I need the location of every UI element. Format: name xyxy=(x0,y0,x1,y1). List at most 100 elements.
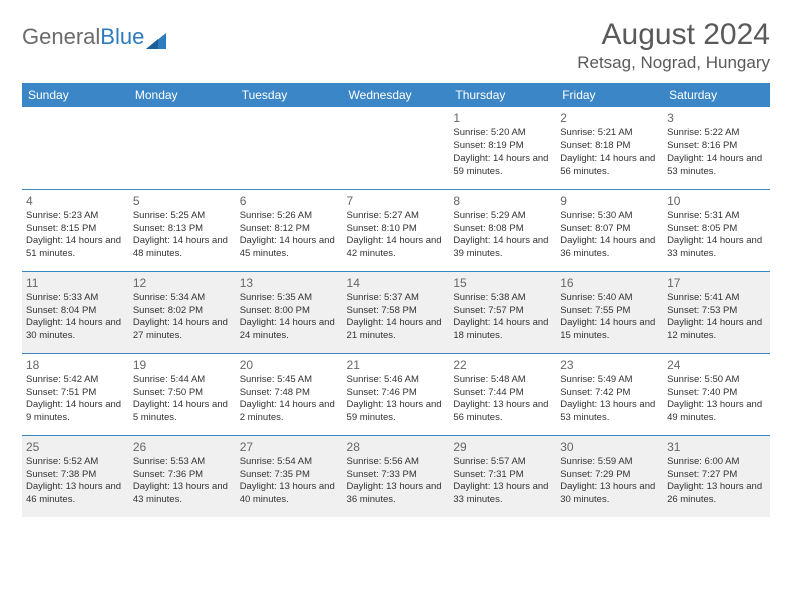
day-number: 16 xyxy=(560,275,659,291)
day-number: 14 xyxy=(347,275,446,291)
sunrise-line: Sunrise: 5:41 AM xyxy=(667,292,766,305)
day-number: 25 xyxy=(26,439,125,455)
calendar-day-cell: 30Sunrise: 5:59 AMSunset: 7:29 PMDayligh… xyxy=(556,435,663,517)
sunset-line: Sunset: 7:36 PM xyxy=(133,469,232,482)
calendar-day-cell: 5Sunrise: 5:25 AMSunset: 8:13 PMDaylight… xyxy=(129,189,236,271)
daylight-line: Daylight: 14 hours and 36 minutes. xyxy=(560,235,659,261)
daylight-line: Daylight: 14 hours and 53 minutes. xyxy=(667,153,766,179)
calendar-day-cell: 1Sunrise: 5:20 AMSunset: 8:19 PMDaylight… xyxy=(449,107,556,189)
daylight-line: Daylight: 14 hours and 12 minutes. xyxy=(667,317,766,343)
day-number: 7 xyxy=(347,193,446,209)
calendar-week-row: 11Sunrise: 5:33 AMSunset: 8:04 PMDayligh… xyxy=(22,271,770,353)
sunset-line: Sunset: 8:07 PM xyxy=(560,223,659,236)
sunrise-line: Sunrise: 5:31 AM xyxy=(667,210,766,223)
weekday-header: Sunday xyxy=(22,83,129,107)
month-title: August 2024 xyxy=(577,18,770,51)
sunrise-line: Sunrise: 5:45 AM xyxy=(240,374,339,387)
calendar-day-cell: 21Sunrise: 5:46 AMSunset: 7:46 PMDayligh… xyxy=(343,353,450,435)
calendar-week-row: 1Sunrise: 5:20 AMSunset: 8:19 PMDaylight… xyxy=(22,107,770,189)
daylight-line: Daylight: 14 hours and 24 minutes. xyxy=(240,317,339,343)
daylight-line: Daylight: 14 hours and 5 minutes. xyxy=(133,399,232,425)
daylight-line: Daylight: 14 hours and 18 minutes. xyxy=(453,317,552,343)
calendar-day-cell: 3Sunrise: 5:22 AMSunset: 8:16 PMDaylight… xyxy=(663,107,770,189)
daylight-line: Daylight: 14 hours and 51 minutes. xyxy=(26,235,125,261)
sunset-line: Sunset: 7:48 PM xyxy=(240,387,339,400)
sunrise-line: Sunrise: 5:49 AM xyxy=(560,374,659,387)
sunset-line: Sunset: 8:19 PM xyxy=(453,140,552,153)
sunset-line: Sunset: 7:57 PM xyxy=(453,305,552,318)
logo-sail-icon xyxy=(146,29,166,45)
day-number: 17 xyxy=(667,275,766,291)
sunset-line: Sunset: 7:46 PM xyxy=(347,387,446,400)
calendar-day-cell: 17Sunrise: 5:41 AMSunset: 7:53 PMDayligh… xyxy=(663,271,770,353)
logo-text-blue: Blue xyxy=(100,24,144,50)
calendar-day-cell: 10Sunrise: 5:31 AMSunset: 8:05 PMDayligh… xyxy=(663,189,770,271)
daylight-line: Daylight: 13 hours and 53 minutes. xyxy=(560,399,659,425)
sunrise-line: Sunrise: 5:26 AM xyxy=(240,210,339,223)
sunset-line: Sunset: 7:27 PM xyxy=(667,469,766,482)
calendar-page: GeneralBlue August 2024 Retsag, Nograd, … xyxy=(0,0,792,535)
sunset-line: Sunset: 8:16 PM xyxy=(667,140,766,153)
day-number: 29 xyxy=(453,439,552,455)
sunset-line: Sunset: 7:29 PM xyxy=(560,469,659,482)
daylight-line: Daylight: 13 hours and 43 minutes. xyxy=(133,481,232,507)
sunrise-line: Sunrise: 5:42 AM xyxy=(26,374,125,387)
sunrise-line: Sunrise: 5:23 AM xyxy=(26,210,125,223)
day-number: 5 xyxy=(133,193,232,209)
sunrise-line: Sunrise: 5:59 AM xyxy=(560,456,659,469)
daylight-line: Daylight: 13 hours and 56 minutes. xyxy=(453,399,552,425)
calendar-day-cell: 27Sunrise: 5:54 AMSunset: 7:35 PMDayligh… xyxy=(236,435,343,517)
calendar-day-cell: 13Sunrise: 5:35 AMSunset: 8:00 PMDayligh… xyxy=(236,271,343,353)
sunset-line: Sunset: 7:50 PM xyxy=(133,387,232,400)
sunset-line: Sunset: 7:33 PM xyxy=(347,469,446,482)
sunrise-line: Sunrise: 5:27 AM xyxy=(347,210,446,223)
day-number: 12 xyxy=(133,275,232,291)
weekday-header: Thursday xyxy=(449,83,556,107)
daylight-line: Daylight: 13 hours and 30 minutes. xyxy=(560,481,659,507)
day-number: 9 xyxy=(560,193,659,209)
calendar-day-cell: 24Sunrise: 5:50 AMSunset: 7:40 PMDayligh… xyxy=(663,353,770,435)
calendar-week-row: 25Sunrise: 5:52 AMSunset: 7:38 PMDayligh… xyxy=(22,435,770,517)
header: GeneralBlue August 2024 Retsag, Nograd, … xyxy=(22,18,770,73)
day-number: 24 xyxy=(667,357,766,373)
calendar-day-cell: 29Sunrise: 5:57 AMSunset: 7:31 PMDayligh… xyxy=(449,435,556,517)
daylight-line: Daylight: 13 hours and 33 minutes. xyxy=(453,481,552,507)
title-block: August 2024 Retsag, Nograd, Hungary xyxy=(577,18,770,73)
sunset-line: Sunset: 8:15 PM xyxy=(26,223,125,236)
calendar-day-cell xyxy=(343,107,450,189)
sunset-line: Sunset: 7:55 PM xyxy=(560,305,659,318)
daylight-line: Daylight: 13 hours and 40 minutes. xyxy=(240,481,339,507)
day-number: 6 xyxy=(240,193,339,209)
sunrise-line: Sunrise: 5:48 AM xyxy=(453,374,552,387)
sunrise-line: Sunrise: 5:35 AM xyxy=(240,292,339,305)
weekday-header: Monday xyxy=(129,83,236,107)
sunrise-line: Sunrise: 6:00 AM xyxy=(667,456,766,469)
daylight-line: Daylight: 13 hours and 49 minutes. xyxy=(667,399,766,425)
daylight-line: Daylight: 14 hours and 45 minutes. xyxy=(240,235,339,261)
calendar-day-cell: 12Sunrise: 5:34 AMSunset: 8:02 PMDayligh… xyxy=(129,271,236,353)
logo-text-gray: General xyxy=(22,24,100,50)
calendar-body: 1Sunrise: 5:20 AMSunset: 8:19 PMDaylight… xyxy=(22,107,770,517)
calendar-day-cell: 2Sunrise: 5:21 AMSunset: 8:18 PMDaylight… xyxy=(556,107,663,189)
sunrise-line: Sunrise: 5:25 AM xyxy=(133,210,232,223)
calendar-day-cell xyxy=(22,107,129,189)
day-number: 26 xyxy=(133,439,232,455)
daylight-line: Daylight: 14 hours and 9 minutes. xyxy=(26,399,125,425)
sunrise-line: Sunrise: 5:57 AM xyxy=(453,456,552,469)
sunset-line: Sunset: 8:04 PM xyxy=(26,305,125,318)
sunrise-line: Sunrise: 5:46 AM xyxy=(347,374,446,387)
calendar-day-cell: 20Sunrise: 5:45 AMSunset: 7:48 PMDayligh… xyxy=(236,353,343,435)
daylight-line: Daylight: 14 hours and 42 minutes. xyxy=(347,235,446,261)
sunrise-line: Sunrise: 5:52 AM xyxy=(26,456,125,469)
sunrise-line: Sunrise: 5:34 AM xyxy=(133,292,232,305)
sunset-line: Sunset: 8:10 PM xyxy=(347,223,446,236)
sunset-line: Sunset: 8:05 PM xyxy=(667,223,766,236)
sunset-line: Sunset: 8:02 PM xyxy=(133,305,232,318)
calendar-day-cell: 19Sunrise: 5:44 AMSunset: 7:50 PMDayligh… xyxy=(129,353,236,435)
sunset-line: Sunset: 8:00 PM xyxy=(240,305,339,318)
calendar-day-cell: 31Sunrise: 6:00 AMSunset: 7:27 PMDayligh… xyxy=(663,435,770,517)
daylight-line: Daylight: 14 hours and 33 minutes. xyxy=(667,235,766,261)
weekday-header: Friday xyxy=(556,83,663,107)
day-number: 3 xyxy=(667,110,766,126)
sunrise-line: Sunrise: 5:54 AM xyxy=(240,456,339,469)
